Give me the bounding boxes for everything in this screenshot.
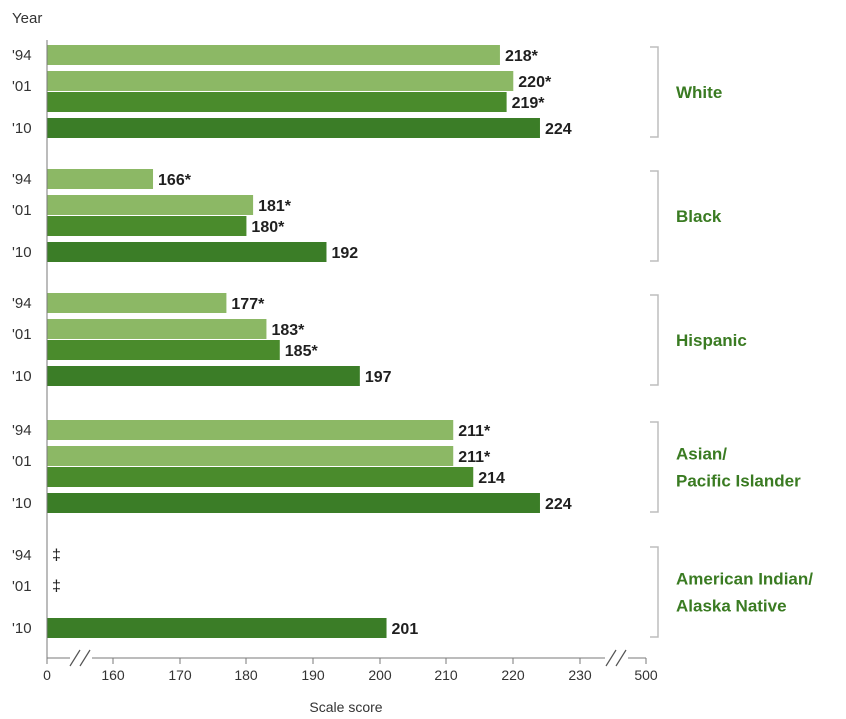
bar-value-label: 197 [365,369,392,386]
bar-value-label: 220* [518,74,552,91]
x-axis-title: Scale score [309,699,382,715]
group-bracket [650,421,659,513]
year-label: '01 [12,578,32,595]
year-label: '94 [12,47,32,64]
x-tick-label: 180 [234,667,258,683]
axis-break-mark [69,649,81,667]
bar-value-label: 185* [285,343,319,360]
axis-break-mark [605,649,617,667]
bar-value-label: 180* [251,219,285,236]
x-tick-label: 200 [368,667,392,683]
group-bracket [650,46,659,138]
group-bracket [650,546,659,638]
x-tick-label: 500 [634,667,658,683]
year-label: '01 [12,326,32,343]
x-tick-label: 220 [501,667,525,683]
group-label: Alaska Native [676,597,787,616]
axis-break-mark [615,649,627,667]
group-label: American Indian/ [676,570,813,589]
bar [47,618,387,638]
bar-value-label: 224 [545,496,572,513]
bar [47,92,507,112]
year-label: '94 [12,547,32,564]
bar [47,71,514,91]
bar [47,242,327,262]
bar-value-label: 192 [331,245,358,262]
x-tick-label: 170 [168,667,192,683]
x-tick-label: 230 [568,667,592,683]
year-label: '01 [12,78,32,95]
bar-value-label: 218* [505,48,539,65]
group-label: White [676,83,722,102]
bar [47,467,474,487]
year-label: '10 [12,244,32,261]
not-available-note: ‡ [52,578,61,595]
bar [47,169,154,189]
group-label: Black [676,207,722,226]
bar-value-label: 214 [478,470,505,487]
y-axis-title: Year [12,10,42,27]
bar [47,118,540,138]
group-bracket [650,170,659,262]
group-bracket [650,294,659,386]
year-label: '01 [12,453,32,470]
group-label: Pacific Islander [676,472,801,491]
bar [47,45,500,65]
bar-value-label: 219* [512,95,546,112]
x-tick-label: 160 [101,667,125,683]
group-label: Hispanic [676,331,747,350]
x-tick-label: 0 [43,667,51,683]
bar [47,195,254,215]
year-label: '94 [12,295,32,312]
bar-value-label: 177* [231,296,265,313]
year-label: '10 [12,120,32,137]
group-label: Asian/ [676,445,727,464]
bar-value-label: 201 [392,621,419,638]
bar-value-label: 211* [458,423,491,440]
bar-value-label: 211* [458,449,491,466]
year-label: '94 [12,171,32,188]
bar [47,493,540,513]
axis-break-mark [79,649,91,667]
bar-value-label: 224 [545,121,572,138]
bar-value-label: 181* [258,198,292,215]
not-available-note: ‡ [52,547,61,564]
bar [47,420,454,440]
x-tick-label: 210 [434,667,458,683]
x-tick-label: 190 [301,667,325,683]
year-label: '10 [12,620,32,637]
year-label: '01 [12,202,32,219]
bar [47,319,267,339]
year-label: '94 [12,422,32,439]
bar [47,216,247,236]
bar [47,446,454,466]
bar [47,293,227,313]
bar [47,340,280,360]
bar-value-label: 166* [158,172,192,189]
year-label: '10 [12,495,32,512]
year-label: '10 [12,368,32,385]
bar [47,366,360,386]
bar-value-label: 183* [271,322,305,339]
